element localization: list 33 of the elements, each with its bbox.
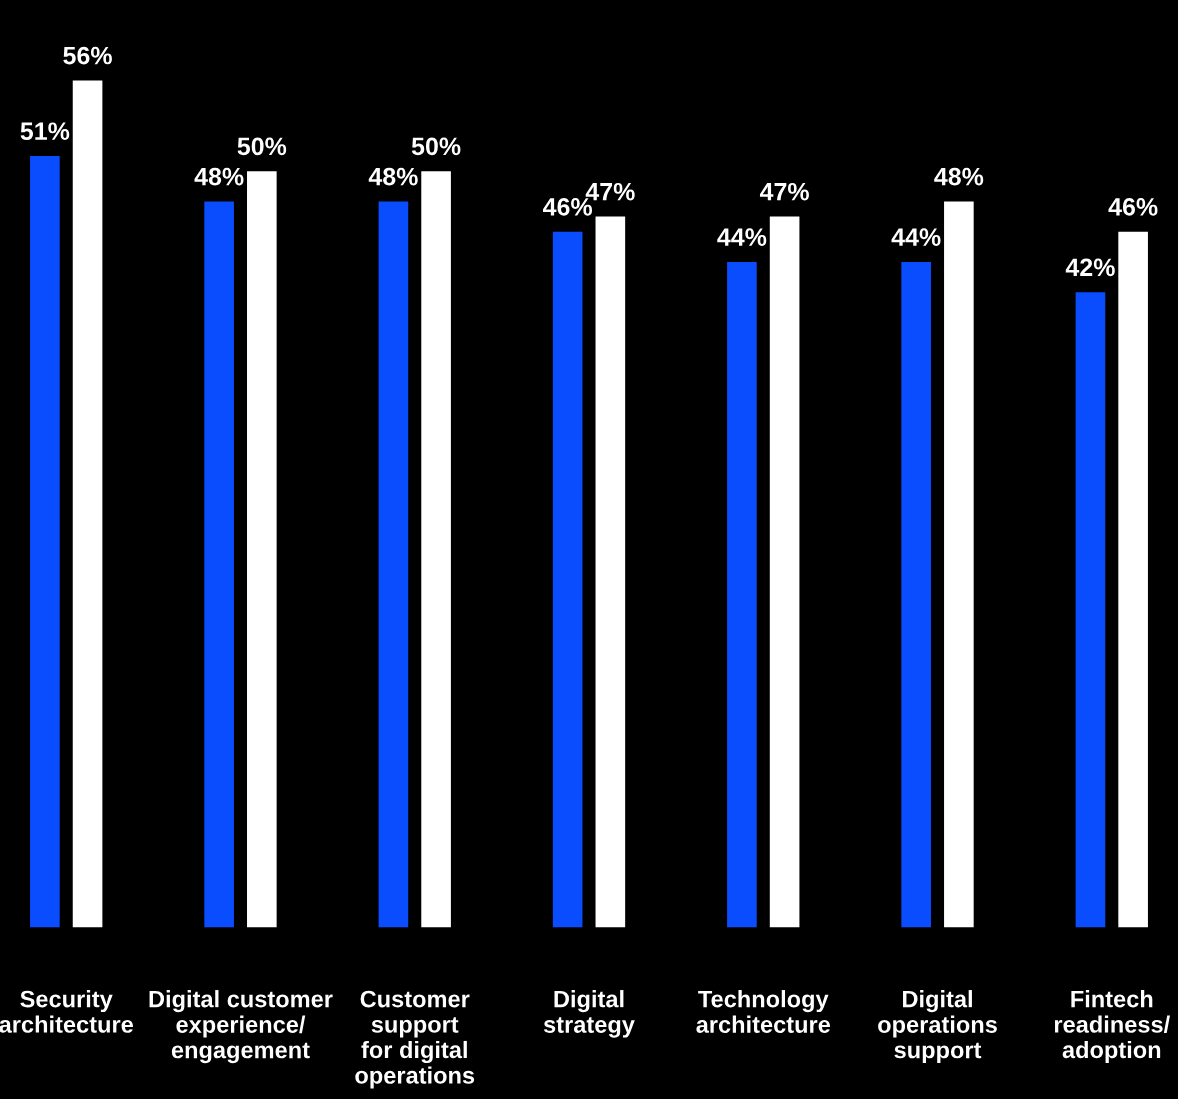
data-label: 48% bbox=[368, 167, 418, 186]
x-tick-label: Customer support for digital operations bbox=[355, 990, 475, 1089]
bar bbox=[944, 201, 974, 928]
bar bbox=[769, 216, 800, 928]
x-tick-label: Technology architecture bbox=[696, 990, 831, 1033]
data-label: 50% bbox=[237, 137, 287, 156]
data-label: 46% bbox=[1108, 197, 1158, 216]
bar bbox=[204, 201, 234, 928]
data-label: 56% bbox=[63, 46, 112, 65]
data-label: 48% bbox=[934, 167, 984, 186]
x-tick-label: Fintech readiness/ adoption bbox=[1054, 990, 1170, 1063]
data-label: 44% bbox=[717, 228, 767, 246]
bar bbox=[378, 201, 409, 928]
bar bbox=[72, 80, 103, 928]
bar bbox=[247, 171, 277, 928]
bar bbox=[421, 171, 451, 928]
bar bbox=[727, 261, 757, 928]
data-label: 42% bbox=[1065, 258, 1115, 277]
x-tick-label: Security architecture bbox=[0, 990, 133, 1033]
bar bbox=[901, 261, 931, 928]
data-label: 48% bbox=[194, 167, 244, 186]
x-tick-label: Digital strategy bbox=[543, 990, 635, 1038]
data-label: 51% bbox=[20, 122, 70, 141]
data-label: 44% bbox=[891, 228, 941, 246]
bar bbox=[30, 156, 60, 928]
data-label: 50% bbox=[411, 137, 461, 156]
x-tick-label: Digital customer experience/ engagement bbox=[149, 990, 333, 1064]
bar bbox=[595, 216, 626, 928]
bar bbox=[552, 231, 583, 928]
bar bbox=[1118, 231, 1148, 928]
bar bbox=[1075, 292, 1106, 928]
x-tick-label: Digital operations support bbox=[878, 990, 997, 1064]
data-label: 47% bbox=[759, 182, 809, 201]
